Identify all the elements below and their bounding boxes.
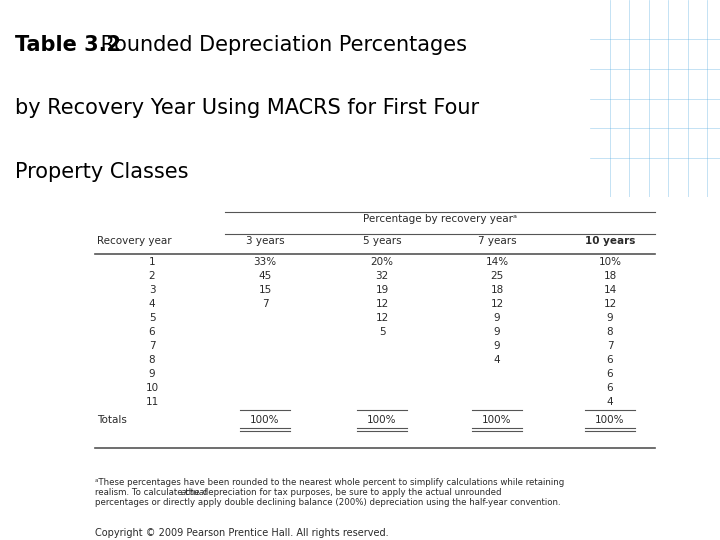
Text: 4: 4 [149, 299, 156, 309]
Text: 7: 7 [261, 299, 269, 309]
Text: Copyright © 2009 Pearson Prentice Hall. All rights reserved.: Copyright © 2009 Pearson Prentice Hall. … [95, 528, 389, 538]
Text: 2: 2 [149, 272, 156, 281]
Text: Recovery year: Recovery year [97, 236, 171, 246]
Text: 45: 45 [258, 272, 271, 281]
Text: 100%: 100% [595, 415, 625, 425]
Text: 7: 7 [149, 341, 156, 352]
Text: Percentage by recovery yearᵃ: Percentage by recovery yearᵃ [363, 214, 517, 224]
Text: depreciation for tax purposes, be sure to apply the actual unrounded: depreciation for tax purposes, be sure t… [200, 488, 501, 497]
Text: 12: 12 [603, 299, 616, 309]
Text: percentages or directly apply double declining balance (200%) depreciation using: percentages or directly apply double dec… [95, 498, 561, 507]
Text: 20%: 20% [371, 258, 394, 267]
Text: realism. To calculate the: realism. To calculate the [95, 488, 202, 497]
Text: 8: 8 [149, 355, 156, 366]
Text: actual: actual [180, 488, 207, 497]
Text: 33%: 33% [253, 258, 276, 267]
Text: Totals: Totals [97, 415, 127, 425]
Text: 25: 25 [490, 272, 503, 281]
Text: 10: 10 [145, 383, 158, 394]
Text: 100%: 100% [482, 415, 512, 425]
Text: ᵃThese percentages have been rounded to the nearest whole percent to simplify ca: ᵃThese percentages have been rounded to … [95, 478, 564, 487]
Text: 10%: 10% [598, 258, 621, 267]
Text: 14: 14 [603, 286, 616, 295]
Text: 6: 6 [607, 369, 613, 380]
Text: 4: 4 [607, 397, 613, 407]
Text: Property Classes: Property Classes [14, 161, 188, 181]
Text: 100%: 100% [367, 415, 397, 425]
Text: 5 years: 5 years [363, 236, 401, 246]
Text: 7 years: 7 years [477, 236, 516, 246]
Text: 6: 6 [149, 327, 156, 338]
Text: 1: 1 [149, 258, 156, 267]
Text: 12: 12 [375, 299, 389, 309]
Text: 9: 9 [494, 341, 500, 352]
Text: 9: 9 [494, 313, 500, 323]
Text: 3: 3 [149, 286, 156, 295]
Text: by Recovery Year Using MACRS for First Four: by Recovery Year Using MACRS for First F… [14, 98, 479, 118]
Text: 4: 4 [494, 355, 500, 366]
Text: 6: 6 [607, 383, 613, 394]
Text: 9: 9 [607, 313, 613, 323]
Text: 14%: 14% [485, 258, 508, 267]
Text: 15: 15 [258, 286, 271, 295]
Text: 3 years: 3 years [246, 236, 284, 246]
Text: 12: 12 [375, 313, 389, 323]
Text: 5: 5 [379, 327, 385, 338]
Text: 10 years: 10 years [585, 236, 635, 246]
Text: Table 3.2: Table 3.2 [14, 36, 121, 56]
Text: 9: 9 [494, 327, 500, 338]
Text: 9: 9 [149, 369, 156, 380]
Text: 6: 6 [607, 355, 613, 366]
Text: 5: 5 [149, 313, 156, 323]
Text: 3-9: 3-9 [649, 504, 679, 522]
Text: 100%: 100% [251, 415, 280, 425]
Text: 7: 7 [607, 341, 613, 352]
Text: Rounded Depreciation Percentages: Rounded Depreciation Percentages [94, 36, 467, 56]
Text: 8: 8 [607, 327, 613, 338]
Text: 19: 19 [375, 286, 389, 295]
Text: 32: 32 [375, 272, 389, 281]
Text: 18: 18 [603, 272, 616, 281]
Text: 18: 18 [490, 286, 503, 295]
Text: 11: 11 [145, 397, 158, 407]
Text: 12: 12 [490, 299, 503, 309]
